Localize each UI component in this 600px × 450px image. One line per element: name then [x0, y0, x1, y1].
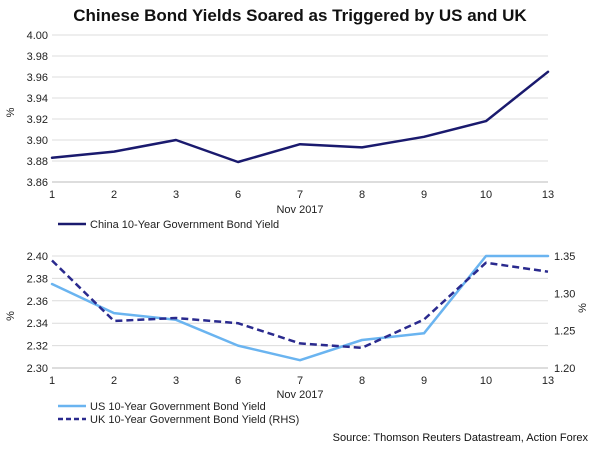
- y2-tick-label: 1.20: [554, 363, 575, 375]
- legend-label: China 10-Year Government Bond Yield: [90, 219, 279, 231]
- x-tick-label: 7: [297, 375, 303, 387]
- x-tick-label: 8: [359, 375, 365, 387]
- y-tick-label: 2.34: [27, 318, 48, 330]
- x-tick-label: 10: [480, 375, 492, 387]
- x-tick-label: 3: [173, 189, 179, 201]
- x-axis-label: Nov 2017: [276, 204, 323, 216]
- x-tick-label: 13: [542, 375, 554, 387]
- x-tick-label: 1: [49, 189, 55, 201]
- series-line-1-1: [51, 259, 549, 350]
- y-tick-label: 3.98: [27, 51, 48, 63]
- x-tick-label: 6: [235, 189, 241, 201]
- x-tick-label: 9: [421, 375, 427, 387]
- y2-tick-label: 1.30: [554, 288, 575, 300]
- y-axis-label: %: [5, 311, 17, 321]
- y-tick-label: 3.92: [27, 114, 48, 126]
- y-tick-label: 2.30: [27, 363, 48, 375]
- y-tick-label: 2.40: [27, 251, 48, 263]
- x-tick-label: 9: [421, 189, 427, 201]
- y-tick-label: 2.32: [27, 341, 48, 353]
- x-axis-label: Nov 2017: [276, 389, 323, 401]
- y-axis-label: %: [5, 107, 17, 117]
- y-tick-label: 3.86: [27, 177, 48, 189]
- source-note: Source: Thomson Reuters Datastream, Acti…: [332, 432, 588, 444]
- x-tick-label: 2: [111, 375, 117, 387]
- x-tick-label: 8: [359, 189, 365, 201]
- y2-axis-label: %: [577, 303, 589, 313]
- y-tick-label: 4.00: [27, 30, 48, 42]
- x-tick-label: 2: [111, 189, 117, 201]
- legend-label: US 10-Year Government Bond Yield: [90, 401, 266, 413]
- y-tick-label: 3.94: [27, 93, 48, 105]
- y2-tick-label: 1.35: [554, 251, 575, 263]
- x-tick-label: 13: [542, 189, 554, 201]
- chart-title: Chinese Bond Yields Soared as Triggered …: [73, 6, 527, 25]
- y-tick-label: 3.88: [27, 156, 48, 168]
- legend-label: UK 10-Year Government Bond Yield (RHS): [90, 414, 299, 426]
- x-tick-label: 1: [49, 375, 55, 387]
- x-tick-label: 7: [297, 189, 303, 201]
- y-tick-label: 3.96: [27, 72, 48, 84]
- y-tick-label: 2.38: [27, 273, 48, 285]
- y-tick-label: 3.90: [27, 135, 48, 147]
- y-tick-label: 2.36: [27, 296, 48, 308]
- x-tick-label: 6: [235, 375, 241, 387]
- x-tick-label: 10: [480, 189, 492, 201]
- x-tick-label: 3: [173, 375, 179, 387]
- y2-tick-label: 1.25: [554, 326, 575, 338]
- series-line-0-0: [50, 70, 550, 164]
